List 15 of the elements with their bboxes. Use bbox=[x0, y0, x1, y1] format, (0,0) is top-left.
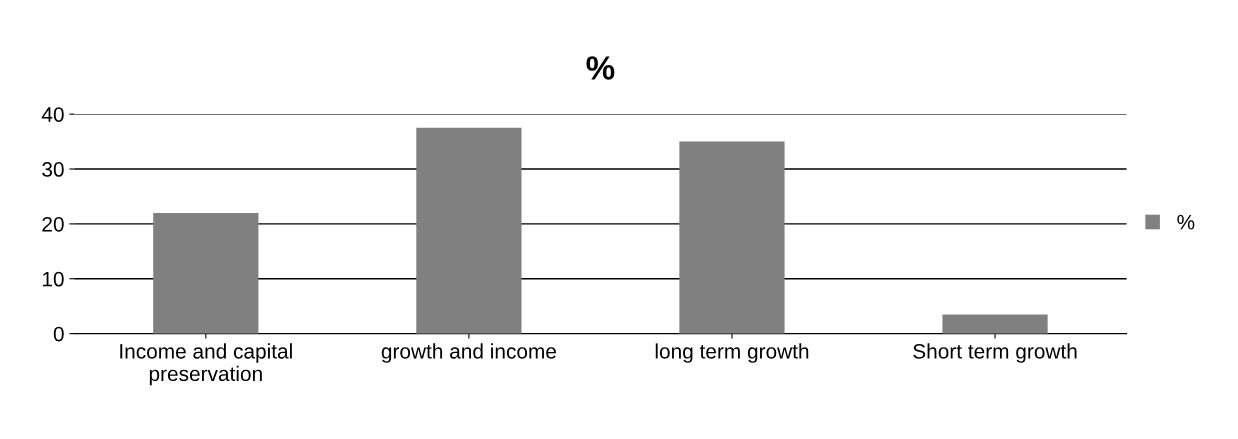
y-tick-label: 0 bbox=[53, 326, 64, 342]
y-tick-label: 10 bbox=[42, 271, 64, 287]
x-tick-label: growth and income bbox=[381, 343, 556, 363]
legend-label: % bbox=[1177, 214, 1195, 230]
y-tick-label: 40 bbox=[41, 107, 64, 122]
bar bbox=[153, 212, 259, 334]
bar bbox=[942, 314, 1048, 334]
y-tick-label: 30 bbox=[42, 162, 64, 177]
chart-title: % bbox=[586, 56, 615, 80]
bar bbox=[679, 141, 785, 334]
y-tick-label: 20 bbox=[42, 216, 64, 232]
x-tick-label: Income and capital preservation bbox=[120, 343, 292, 386]
x-tick-label: long term growth bbox=[655, 343, 809, 363]
bar bbox=[416, 127, 522, 334]
x-tick-label: Short term growth bbox=[913, 343, 1077, 363]
